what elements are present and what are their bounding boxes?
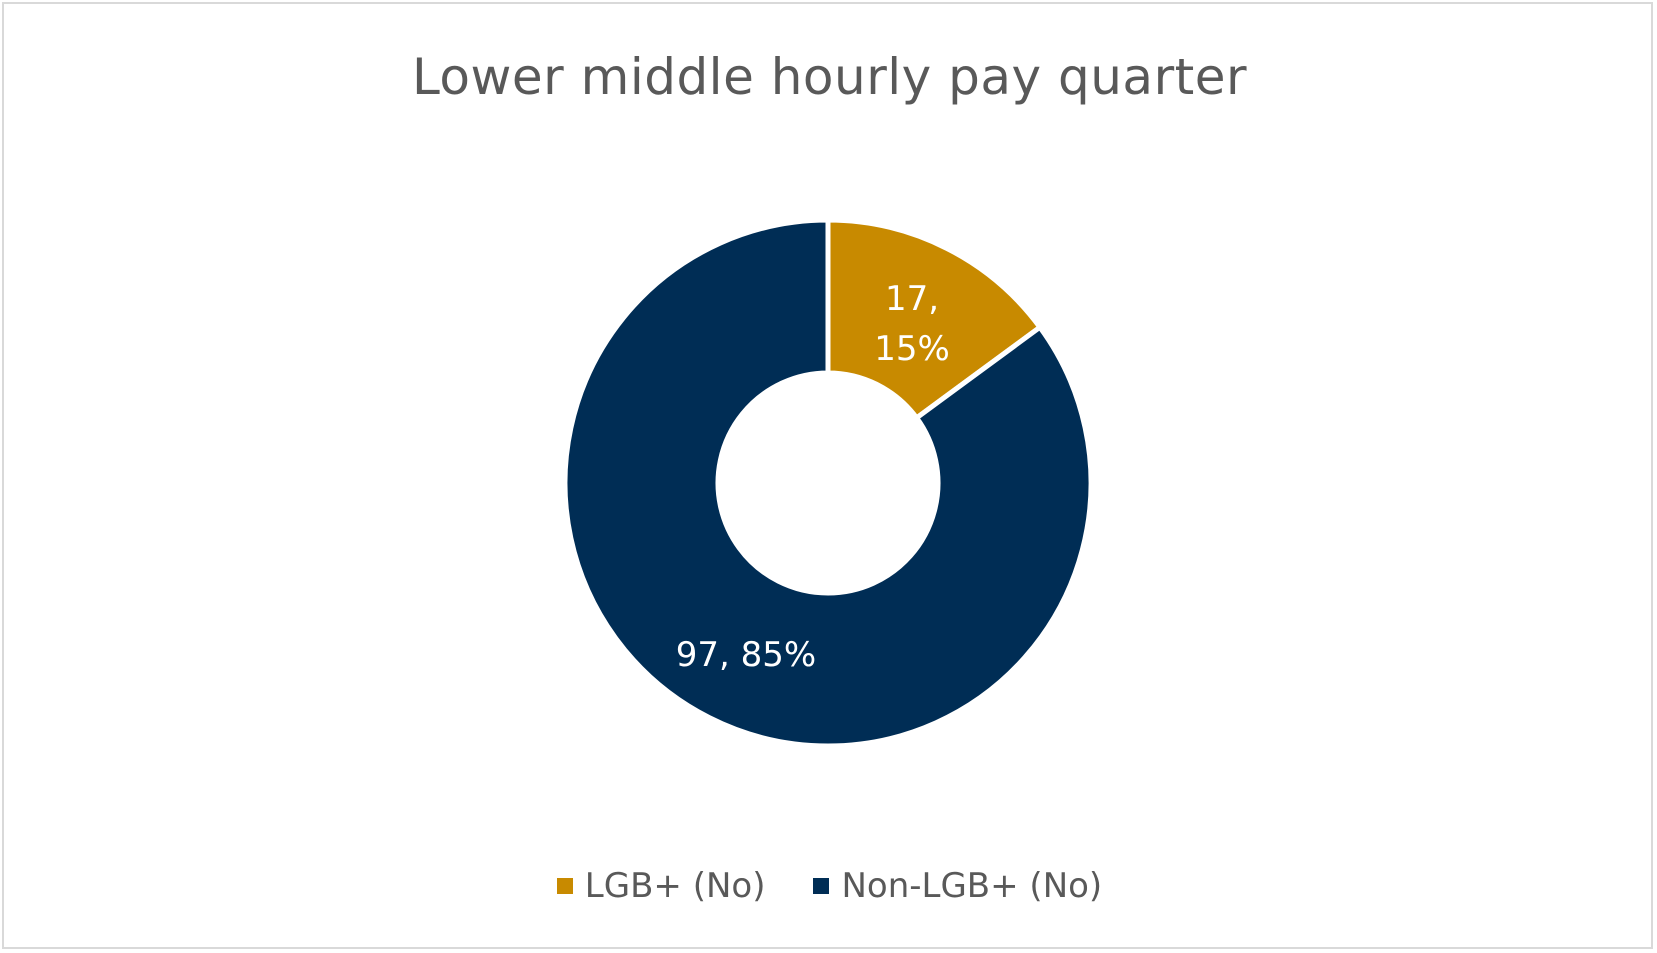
legend: LGB+ (No) Non-LGB+ (No) xyxy=(4,866,1655,906)
donut-chart: 17, 15% 97, 85% xyxy=(562,217,1094,749)
legend-label-lgb: LGB+ (No) xyxy=(584,866,766,906)
chart-title: Lower middle hourly pay quarter xyxy=(411,48,1248,106)
data-label-non-lgb: 97, 85% xyxy=(676,635,816,675)
legend-item-non-lgb: Non-LGB+ (No) xyxy=(813,866,1102,906)
legend-item-lgb: LGB+ (No) xyxy=(556,866,766,906)
legend-label-non-lgb: Non-LGB+ (No) xyxy=(841,866,1103,906)
legend-swatch-lgb xyxy=(556,878,573,894)
data-label-lgb: 17, 15% xyxy=(874,279,950,369)
donut-slice-lgb xyxy=(825,217,1044,422)
donut-slice-non-lgb xyxy=(562,217,1094,749)
legend-swatch-non-lgb xyxy=(813,878,830,894)
